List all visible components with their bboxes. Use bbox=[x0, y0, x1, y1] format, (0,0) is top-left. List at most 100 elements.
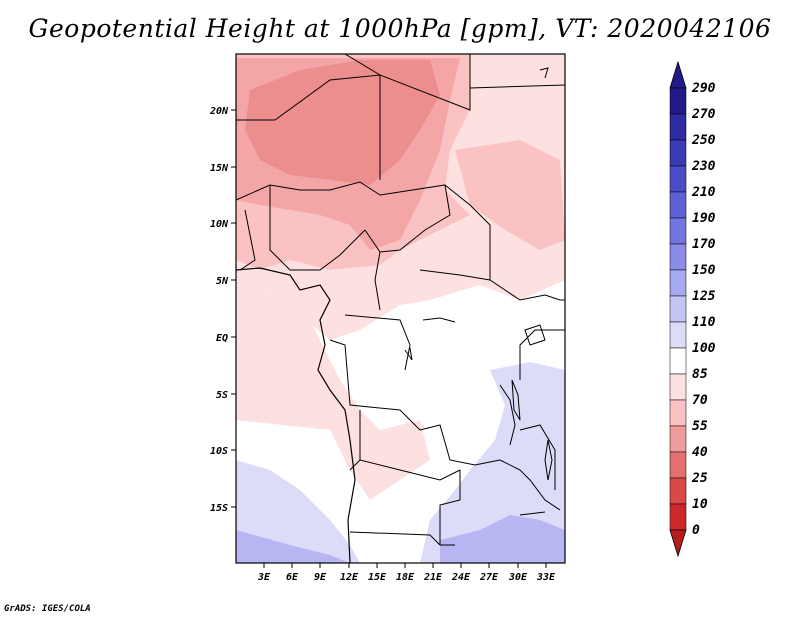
colorbar-label: 250 bbox=[691, 133, 716, 148]
border-9 bbox=[364, 229, 381, 311]
colorbar-label: 40 bbox=[692, 445, 708, 460]
colorbar-segment bbox=[669, 295, 687, 323]
colorbar-label: 290 bbox=[691, 81, 716, 96]
map-title: Geopotential Height at 1000hPa [gpm], VT… bbox=[28, 14, 772, 43]
border-14 bbox=[344, 314, 411, 371]
border-11 bbox=[419, 269, 546, 301]
lake-tanganyika bbox=[511, 379, 521, 421]
east-coast-top bbox=[544, 294, 565, 301]
border-21 bbox=[499, 459, 561, 511]
height-field bbox=[236, 54, 565, 563]
west-coastline bbox=[236, 267, 356, 563]
lon-tick-label: 9E bbox=[314, 572, 327, 583]
lake-malawi bbox=[544, 439, 553, 481]
colorbar-segment bbox=[669, 165, 687, 193]
colorbar-top-arrow bbox=[669, 60, 687, 89]
field-100-85-west bbox=[236, 280, 430, 500]
nile-delta bbox=[539, 67, 549, 79]
colorbar-segment bbox=[669, 269, 687, 297]
border-10 bbox=[444, 184, 491, 280]
border-20 bbox=[349, 531, 441, 546]
field-110-125-se bbox=[420, 362, 565, 563]
colorbar-segment bbox=[669, 217, 687, 245]
colorbar-segment bbox=[669, 347, 687, 375]
lon-tick-label: 6E bbox=[286, 572, 299, 583]
lon-tick-label: 33E bbox=[536, 572, 556, 583]
border-16 bbox=[419, 424, 501, 466]
border-5 bbox=[469, 84, 565, 89]
lat-tick-label: 10N bbox=[210, 219, 229, 230]
colorbar-segment bbox=[669, 451, 687, 479]
colorbar-label: 270 bbox=[691, 107, 716, 122]
border-18 bbox=[359, 459, 461, 481]
colorbar-segment bbox=[669, 399, 687, 427]
lat-axis: 20N 15N 10N 5N EQ 5S 10S 15S bbox=[209, 106, 236, 514]
colorbar-label: 170 bbox=[692, 237, 716, 252]
field-125-150-sw bbox=[236, 530, 350, 563]
colorbar-label: 190 bbox=[692, 211, 716, 226]
field-55-40 bbox=[245, 60, 440, 185]
colorbar-label: 230 bbox=[691, 159, 716, 174]
map-frame bbox=[235, 53, 566, 564]
border-6 bbox=[236, 181, 381, 201]
lon-axis: 3E 6E 9E 12E 15E 18E 21E 24E 27E 30E 33E bbox=[257, 563, 556, 583]
colorbar-label: 0 bbox=[692, 523, 700, 538]
lat-tick-label: 5S bbox=[216, 390, 228, 401]
lat-tick-label: 5N bbox=[216, 276, 229, 287]
grads-credit: GrADS: IGES/COLA bbox=[4, 604, 91, 614]
colorbar-label: 70 bbox=[692, 393, 708, 408]
border-19 bbox=[439, 470, 461, 546]
colorbar-segment bbox=[669, 243, 687, 271]
lat-tick-label: 20N bbox=[209, 106, 229, 117]
colorbar: 290 270 250 230 210 190 170 150 125 110 … bbox=[669, 60, 716, 558]
colorbar-label: 210 bbox=[691, 185, 716, 200]
field-110-125-sw bbox=[236, 460, 360, 563]
lake-victoria bbox=[524, 324, 546, 346]
lat-tick-label: 15N bbox=[210, 163, 229, 174]
country-borders bbox=[236, 54, 565, 563]
border-8 bbox=[269, 185, 366, 271]
border-15 bbox=[329, 339, 421, 431]
lon-tick-label: 3E bbox=[257, 572, 271, 583]
border-4 bbox=[344, 54, 381, 76]
lon-tick-label: 30E bbox=[508, 572, 528, 583]
border-7 bbox=[379, 184, 451, 253]
border-23 bbox=[499, 384, 516, 446]
lat-tick-label: 10S bbox=[210, 446, 228, 457]
border-12 bbox=[239, 209, 256, 271]
colorbar-label: 10 bbox=[692, 497, 708, 512]
river-congo bbox=[422, 317, 456, 323]
river-lake bbox=[404, 347, 413, 361]
colorbar-bottom-arrow bbox=[669, 529, 687, 558]
colorbar-segment bbox=[669, 139, 687, 167]
colorbar-segment bbox=[669, 113, 687, 141]
lon-tick-label: 12E bbox=[340, 572, 359, 583]
colorbar-label: 150 bbox=[692, 263, 716, 278]
lon-tick-label: 18E bbox=[396, 572, 415, 583]
lat-tick-label: EQ bbox=[216, 333, 228, 344]
colorbar-label: 85 bbox=[692, 367, 708, 382]
border-22 bbox=[519, 424, 556, 490]
colorbar-segment bbox=[669, 477, 687, 505]
colorbar-label: 25 bbox=[691, 471, 708, 486]
lon-tick-label: 21E bbox=[423, 572, 443, 583]
lon-tick-label: 24E bbox=[451, 572, 471, 583]
colorbar-label: 110 bbox=[692, 315, 716, 330]
lat-tick-label: 15S bbox=[210, 503, 228, 514]
colorbar-label: 125 bbox=[692, 289, 716, 304]
colorbar-segment bbox=[669, 87, 687, 115]
field-85-70-east bbox=[455, 140, 565, 250]
colorbar-segment bbox=[669, 503, 687, 531]
border-1 bbox=[236, 74, 381, 180]
lon-tick-label: 27E bbox=[479, 572, 499, 583]
colorbar-label: 100 bbox=[692, 341, 716, 356]
colorbar-segment bbox=[669, 373, 687, 401]
colorbar-segment bbox=[669, 425, 687, 453]
zambezi bbox=[519, 511, 546, 516]
lon-tick-label: 15E bbox=[368, 572, 387, 583]
field-125-150-se bbox=[440, 515, 565, 563]
colorbar-segment bbox=[669, 321, 687, 349]
colorbar-label: 55 bbox=[692, 419, 708, 434]
colorbar-segment bbox=[669, 191, 687, 219]
